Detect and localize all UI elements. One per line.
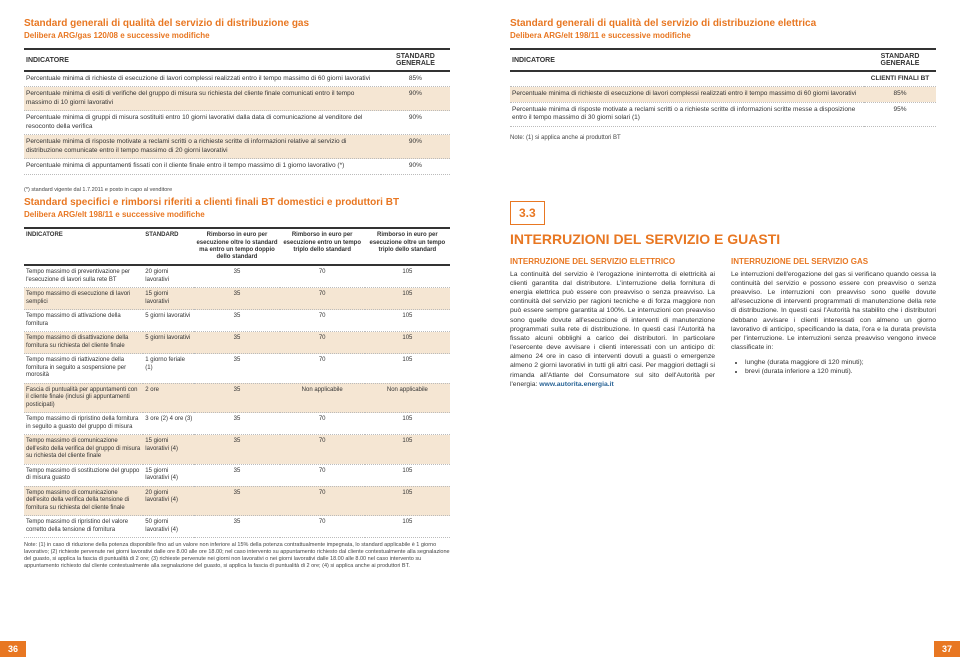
gas-title: Standard generali di qualità del servizi… [24,18,450,29]
th-std: STANDARD GENERALE [381,49,450,71]
gas-sub: Delibera ARG/gas 120/08 e successive mod… [24,31,450,40]
elt-title: Standard generali di qualità del servizi… [510,18,936,29]
link-autorita[interactable]: www.autorita.energia.it [539,381,614,388]
col-right: INTERRUZIONE DEL SERVIZIO GAS Le interru… [731,257,936,389]
page-num-left: 36 [0,641,26,657]
big-title: INTERRUZIONI DEL SERVIZIO E GUASTI [510,231,936,247]
bt-title: Standard specifici e rimborsi riferiti a… [24,197,450,208]
section-number: 3.3 [510,201,545,225]
th-ind: INDICATORE [24,49,381,71]
page-num-right: 37 [934,641,960,657]
bt-table: INDICATORE STANDARD Rimborso in euro per… [24,227,450,538]
elt-table: INDICATORESTANDARD GENERALE CLIENTI FINA… [510,48,936,127]
h3-gas: INTERRUZIONE DEL SERVIZIO GAS [731,257,936,268]
p-gas: Le interruzioni dell'erogazione del gas … [731,270,936,353]
bullet-2: brevi (durata inferiore a 120 minuti). [745,367,936,376]
bullet-1: lunghe (durata maggiore di 120 minuti); [745,358,936,367]
bt-sub: Delibera ARG/elt 198/11 e successive mod… [24,210,450,219]
right-page: Standard generali di qualità del servizi… [480,0,960,667]
elt-note: Note: (1) si applica anche ai produttori… [510,135,936,141]
columns: INTERRUZIONE DEL SERVIZIO ELETTRICO La c… [510,257,936,389]
h3-elt: INTERRUZIONE DEL SERVIZIO ELETTRICO [510,257,715,268]
elt-sub: Delibera ARG/elt 198/11 e successive mod… [510,31,936,40]
left-page: Standard generali di qualità del servizi… [0,0,480,667]
col-left: INTERRUZIONE DEL SERVIZIO ELETTRICO La c… [510,257,715,389]
fn2: Note: (1) in caso di riduzione della pot… [24,542,450,570]
p-elt: La continuità del servizio è l'erogazion… [510,271,715,388]
fn1: (*) standard vigente dal 1.7.2011 e post… [24,187,450,194]
gas-table: INDICATORESTANDARD GENERALE Percentuale … [24,48,450,175]
